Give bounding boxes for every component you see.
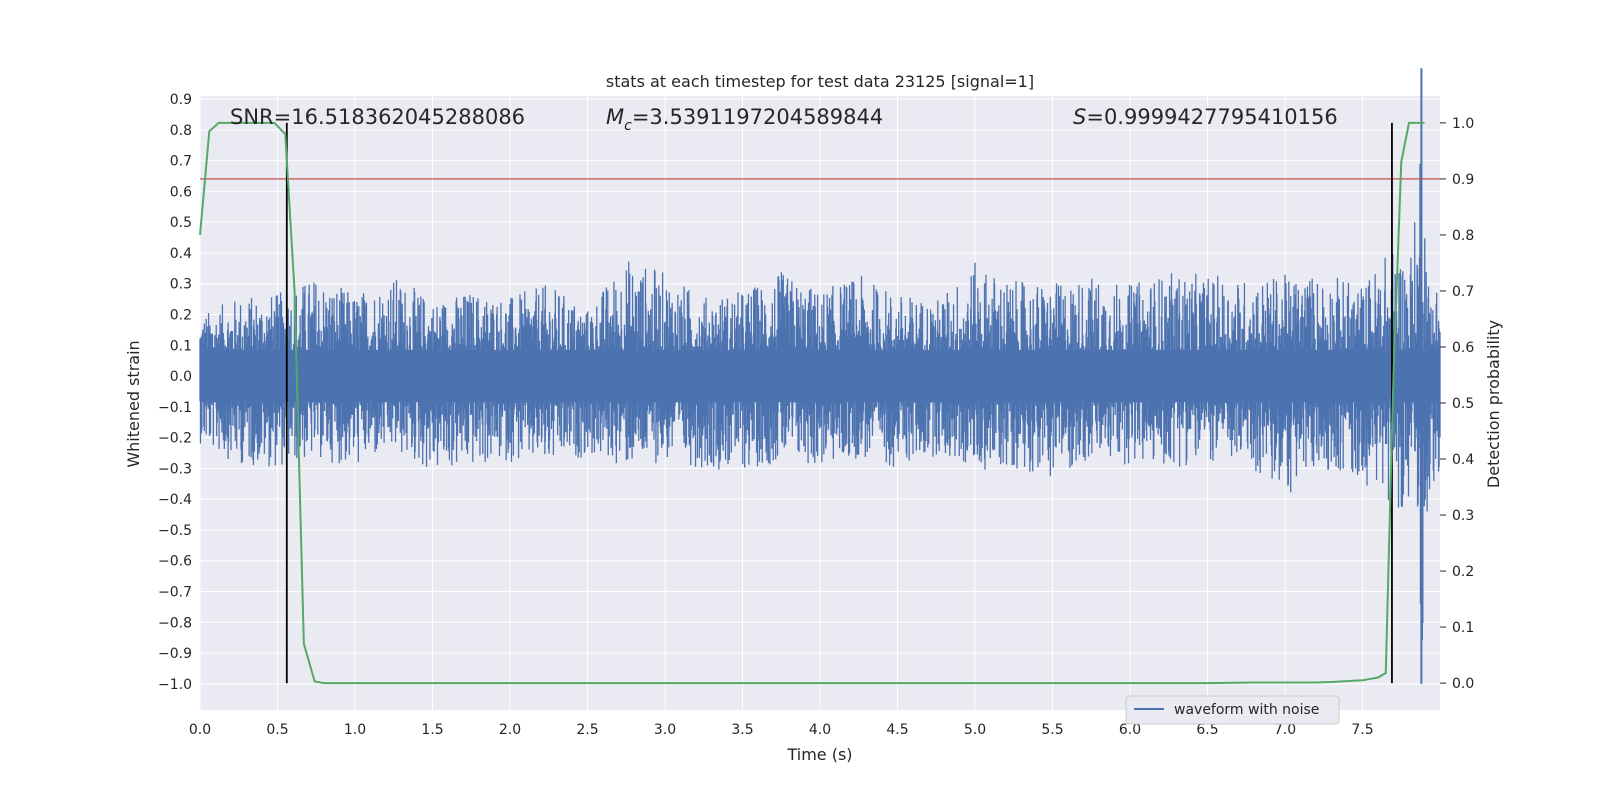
y-tick-label: 0.7: [170, 154, 192, 170]
y2-tick-label: 0.2: [1452, 564, 1474, 580]
x-tick-label: 3.5: [731, 722, 753, 738]
y2-tick-label: 1.0: [1452, 116, 1474, 132]
y-tick-label: −0.6: [158, 554, 192, 570]
y-axis-label: Whitened strain: [124, 340, 143, 467]
legend-box: [1125, 695, 1340, 725]
x-tick-label: 5.5: [1041, 722, 1063, 738]
x-tick-label: 6.5: [1196, 722, 1218, 738]
y-tick-label: 0.9: [170, 92, 192, 108]
chirp-mass-value: =3.5391197204589844: [632, 105, 883, 129]
x-tick-label: 6.0: [1119, 722, 1141, 738]
y-tick-label: −0.7: [158, 585, 192, 601]
waveform-with-noise-series: [199, 68, 1441, 684]
y-tick-labels: 0.9 0.8 0.7 0.6 0.5 0.4 0.3 0.2 0.1 0.0 −0.1 −0.2 −0…: [158, 92, 192, 693]
y-tick-label: −0.1: [158, 400, 192, 416]
y2-tick-label: 0.0: [1452, 676, 1474, 692]
detection-probability-series: [199, 121, 1425, 685]
x-tick-label: 1.5: [421, 722, 443, 738]
x-tick-label: 7.0: [1274, 722, 1296, 738]
y-tick-label: 0.1: [170, 338, 192, 354]
y2-axis-label: Detection probability: [1484, 320, 1503, 488]
x-tick-label: 2.0: [499, 722, 521, 738]
x-tick-labels: 0.0 0.5 1.0 1.5 2.0 2.5 3.0 3.5 4.0 4.5 5.0 5.5 6.0 6…: [189, 722, 1374, 738]
snr-annotation: SNR=16.518362045288086: [230, 105, 525, 129]
y-tick-label: −0.9: [158, 646, 192, 662]
y-tick-label: −0.8: [158, 615, 192, 631]
y-tick-label: −1.0: [158, 677, 192, 693]
y-tick-label: 0.3: [170, 277, 192, 293]
y2-tick-label: 0.5: [1452, 396, 1474, 412]
y2-tick-label: 0.8: [1452, 228, 1474, 244]
y2-tick-label: 0.6: [1452, 340, 1474, 356]
x-tick-label: 7.5: [1351, 722, 1373, 738]
y-tick-label: −0.2: [158, 431, 192, 447]
y2-tick-label: 0.3: [1452, 508, 1474, 524]
legend-label: waveform with noise: [1174, 702, 1319, 718]
y-tick-label: −0.3: [158, 461, 192, 477]
x-tick-label: 2.5: [576, 722, 598, 738]
y-tick-label: −0.4: [158, 492, 192, 508]
x-tick-label: 1.0: [344, 722, 366, 738]
y2-tick-label: 0.7: [1452, 284, 1474, 300]
score-annotation: S=0.9999427795410156: [1073, 105, 1338, 129]
x-tick-label: 4.0: [809, 722, 831, 738]
y-tick-label: 0.8: [170, 123, 192, 139]
x-tick-label: 4.5: [886, 722, 908, 738]
detection-probability-line: [199, 121, 1425, 685]
y-tick-label: 0.5: [170, 215, 192, 231]
legend: waveform with noise: [1125, 695, 1340, 725]
y2-tick-label: 0.1: [1452, 620, 1474, 636]
y-tick-label: 0.2: [170, 308, 192, 324]
chart-title: stats at each timestep for test data 231…: [606, 72, 1034, 91]
y2-tick-label: 0.4: [1452, 452, 1474, 468]
y2-tick-label: 0.9: [1452, 172, 1474, 188]
score-symbol: S: [1073, 105, 1086, 129]
y-tick-label: 0.0: [170, 369, 192, 385]
x-tick-label: 0.5: [266, 722, 288, 738]
x-tick-label: 0.0: [189, 722, 211, 738]
score-value: =0.9999427795410156: [1086, 105, 1337, 129]
chirp-mass-symbol: M: [606, 105, 624, 129]
y-tick-label: 0.6: [170, 184, 192, 200]
y2-tick-labels: 0.0 0.1 0.2 0.3 0.4 0.5 0.6 0.7 0.8 0.9 1.0: [1440, 116, 1474, 692]
waveform-dense-core: [200, 349, 1440, 403]
y-tick-label: −0.5: [158, 523, 192, 539]
y-tick-label: 0.4: [170, 246, 192, 262]
chirp-mass-subscript: c: [624, 118, 632, 134]
x-tick-label: 5.0: [964, 722, 986, 738]
x-tick-label: 3.0: [654, 722, 676, 738]
chirp-mass-annotation: Mc=3.5391197204589844: [606, 105, 883, 134]
x-axis-label: Time (s): [786, 745, 852, 764]
